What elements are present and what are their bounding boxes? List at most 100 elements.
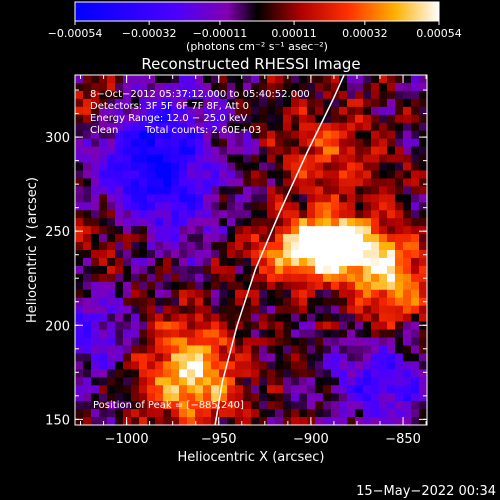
heatmap-cell xyxy=(315,154,324,164)
heatmap-cell xyxy=(219,194,228,203)
heatmap-cell xyxy=(211,329,220,339)
colorbar-unit-label: (photons cm⁻² s⁻¹ asec⁻²) xyxy=(186,40,328,53)
heatmap-cell xyxy=(267,114,276,124)
heatmap-cell xyxy=(259,345,268,354)
y-tick-label: 150 xyxy=(45,413,70,428)
heatmap-cell xyxy=(171,114,180,124)
heatmap-cell xyxy=(299,194,308,203)
heatmap-cell xyxy=(227,138,236,148)
heatmap-cell xyxy=(307,234,316,243)
annotation-time-range: 8−Oct−2012 05:37:12.000 to 05:40:52.000 xyxy=(90,89,310,100)
heatmap-cell xyxy=(179,281,188,291)
heatmap-cell xyxy=(187,170,196,179)
heatmap-cell xyxy=(139,377,148,386)
heatmap-cell xyxy=(163,154,172,164)
heatmap-cell xyxy=(355,305,364,315)
heatmap-cell xyxy=(107,305,116,315)
heatmap-cell xyxy=(227,313,236,323)
heatmap-cell xyxy=(323,329,332,339)
heatmap-cell xyxy=(219,385,228,394)
heatmap-cell xyxy=(259,202,268,211)
heatmap-cell xyxy=(395,114,404,124)
heatmap-cell xyxy=(203,369,212,378)
heatmap-cell xyxy=(403,242,412,251)
heatmap-cell xyxy=(219,98,228,108)
heatmap-cell xyxy=(291,385,300,394)
heatmap-cell xyxy=(171,202,180,211)
heatmap-cell xyxy=(379,281,388,291)
heatmap-cell xyxy=(323,281,332,291)
heatmap-cell xyxy=(315,170,324,179)
heatmap-cell xyxy=(299,409,308,418)
heatmap-cell xyxy=(195,186,204,195)
heatmap-cell xyxy=(91,337,100,347)
heatmap-cell xyxy=(179,361,188,370)
heatmap-cell xyxy=(139,234,148,243)
heatmap-cell xyxy=(139,186,148,195)
heatmap-cell xyxy=(227,82,236,92)
heatmap-cell xyxy=(323,321,332,331)
heatmap-cell xyxy=(259,377,268,386)
heatmap-cell xyxy=(187,329,196,339)
heatmap-cell xyxy=(307,337,316,347)
heatmap-cell xyxy=(75,138,84,148)
heatmap-cell xyxy=(323,210,332,219)
heatmap-cell xyxy=(275,162,284,172)
heatmap-cell xyxy=(339,297,348,307)
heatmap-cell xyxy=(411,417,420,425)
heatmap-cell xyxy=(235,154,244,164)
heatmap-cell xyxy=(323,313,332,323)
heatmap-cell xyxy=(155,170,164,179)
heatmap-cell xyxy=(419,194,427,203)
heatmap-cell xyxy=(131,138,140,148)
heatmap-cell xyxy=(219,273,228,283)
heatmap-cell xyxy=(211,218,220,227)
heatmap-cell xyxy=(107,409,116,418)
heatmap-cell xyxy=(131,218,140,227)
heatmap-cell xyxy=(259,82,268,92)
heatmap-cell xyxy=(107,257,116,267)
heatmap-cell xyxy=(187,194,196,203)
heatmap-cell xyxy=(347,289,356,299)
heatmap-cell xyxy=(259,242,268,251)
heatmap-cell xyxy=(123,297,132,307)
heatmap-cell xyxy=(363,114,372,124)
heatmap-cell xyxy=(419,146,427,156)
heatmap-cell xyxy=(211,114,220,124)
heatmap-cell xyxy=(107,202,116,211)
heatmap-cell xyxy=(131,321,140,331)
heatmap-cell xyxy=(411,361,420,370)
heatmap-cell xyxy=(235,385,244,394)
heatmap-cell xyxy=(379,369,388,378)
heatmap-cell xyxy=(75,377,84,386)
heatmap-cell xyxy=(251,353,260,362)
colorbar-tick-label: −0.00032 xyxy=(122,27,177,40)
heatmap-cell xyxy=(115,106,124,116)
heatmap-cell xyxy=(163,106,172,116)
heatmap-cell xyxy=(123,130,132,140)
heatmap-cell xyxy=(123,90,132,100)
heatmap-cell xyxy=(307,401,316,410)
heatmap-cell xyxy=(99,337,108,347)
heatmap-cell xyxy=(155,313,164,323)
heatmap-cell xyxy=(283,329,292,339)
heatmap-cell xyxy=(107,178,116,187)
heatmap-cell xyxy=(171,162,180,172)
heatmap-cell xyxy=(83,210,92,219)
heatmap-cell xyxy=(403,90,412,100)
heatmap-cell xyxy=(195,154,204,164)
heatmap-cell xyxy=(91,409,100,418)
heatmap-cell xyxy=(275,273,284,283)
heatmap-cell xyxy=(283,218,292,227)
heatmap-cell xyxy=(219,377,228,386)
heatmap-cell xyxy=(259,90,268,100)
heatmap-cell xyxy=(227,234,236,243)
heatmap-cell xyxy=(323,90,332,100)
heatmap-cell xyxy=(275,401,284,410)
heatmap-cell xyxy=(403,98,412,108)
heatmap-cell xyxy=(139,90,148,100)
heatmap-cell xyxy=(331,289,340,299)
heatmap-cell xyxy=(307,345,316,354)
heatmap-cell xyxy=(331,146,340,156)
heatmap-cell xyxy=(387,114,396,124)
